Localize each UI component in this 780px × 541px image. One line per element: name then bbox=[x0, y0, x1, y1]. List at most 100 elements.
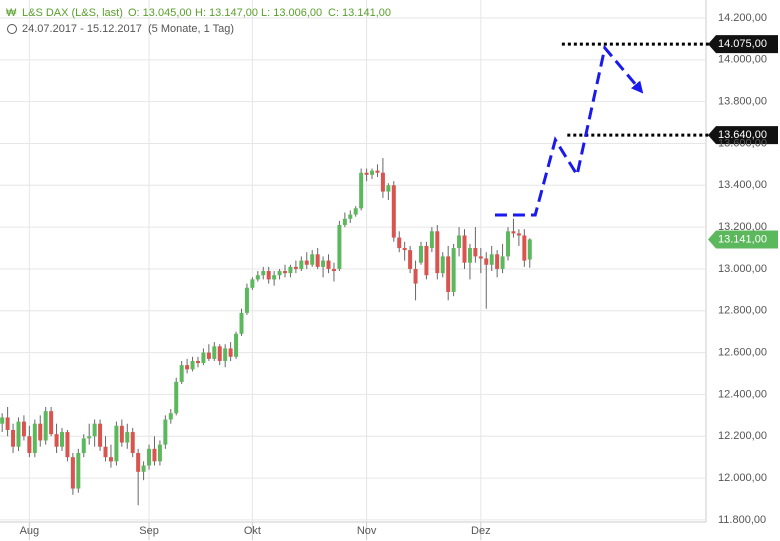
x-tick-label: Dez bbox=[471, 525, 491, 537]
candle-body bbox=[54, 434, 59, 447]
candle-body bbox=[266, 271, 271, 280]
period: 24.07.2017 - 15.12.2017 bbox=[22, 23, 142, 35]
candle-body bbox=[293, 266, 298, 269]
candle-body bbox=[114, 425, 119, 462]
candle-body bbox=[484, 258, 489, 265]
candle-body bbox=[87, 436, 92, 439]
candle-body bbox=[108, 457, 113, 462]
candle-body bbox=[70, 457, 75, 489]
candle-body bbox=[261, 271, 266, 276]
candle-body bbox=[136, 452, 141, 472]
candle-body bbox=[299, 260, 304, 269]
candle-body bbox=[163, 419, 168, 445]
y-tick-label: 13.000,00 bbox=[718, 263, 767, 275]
x-tick-label: Nov bbox=[357, 525, 377, 537]
candle-body bbox=[92, 423, 97, 437]
axis-labels: 11.800,00 12.000,00 12.200,00 12.400,00 12.6… bbox=[20, 12, 767, 537]
clock-icon bbox=[7, 24, 17, 34]
candle-body bbox=[424, 245, 429, 276]
candle-body bbox=[348, 214, 353, 219]
high-info: H: 13.147,00 bbox=[195, 7, 258, 19]
candle-body bbox=[141, 465, 146, 472]
candle-body bbox=[364, 172, 369, 175]
candle-body bbox=[353, 208, 358, 215]
candle-body bbox=[147, 448, 152, 466]
candle-body bbox=[168, 413, 173, 420]
candle-body bbox=[5, 417, 10, 430]
span: (5 Monate, 1 Tag) bbox=[148, 23, 234, 35]
candle-body bbox=[370, 170, 375, 175]
candle-body bbox=[435, 231, 440, 274]
candle-body bbox=[337, 225, 342, 269]
candle-body bbox=[179, 365, 184, 382]
candle-body bbox=[65, 432, 70, 458]
candle-body bbox=[277, 271, 282, 276]
candle-body bbox=[304, 260, 309, 265]
candle-body bbox=[234, 333, 239, 357]
forecast-line bbox=[494, 44, 644, 217]
x-tick-label: Sep bbox=[139, 525, 159, 537]
candle-body bbox=[228, 348, 233, 357]
candle-body bbox=[174, 381, 179, 414]
candle-body bbox=[429, 231, 434, 249]
candle-body bbox=[506, 231, 511, 257]
candle-body bbox=[321, 260, 326, 267]
candle-body bbox=[288, 266, 293, 274]
y-tick-label: 12.200,00 bbox=[718, 430, 767, 442]
candle-body bbox=[43, 411, 48, 441]
last-price-box bbox=[708, 230, 778, 249]
candle-body bbox=[359, 172, 364, 209]
candle-body bbox=[342, 218, 347, 226]
candle-body bbox=[11, 429, 16, 447]
candle-body bbox=[326, 260, 331, 269]
candle-body bbox=[511, 231, 516, 234]
candle-body bbox=[440, 256, 445, 274]
candle-body bbox=[375, 170, 380, 173]
candle-body bbox=[522, 235, 527, 261]
candle-body bbox=[130, 432, 135, 453]
candle-body bbox=[527, 239, 532, 260]
candle-body bbox=[212, 346, 217, 359]
candles bbox=[0, 158, 532, 506]
candle-body bbox=[516, 233, 521, 236]
candle-body bbox=[331, 268, 336, 272]
open-info: O: 13.045,00 bbox=[128, 7, 192, 19]
candle-body bbox=[157, 444, 162, 462]
low-info: L: 13.006,00 bbox=[261, 7, 322, 19]
candle-body bbox=[489, 254, 494, 265]
candle-body bbox=[473, 248, 478, 257]
candle-body bbox=[16, 421, 21, 447]
y-tick-label: 14.200,00 bbox=[718, 12, 767, 24]
candle-body bbox=[38, 423, 43, 441]
candle-body bbox=[190, 360, 195, 370]
candle-body bbox=[500, 256, 505, 269]
candle-body bbox=[60, 432, 65, 447]
y-tick-label: 11.800,00 bbox=[718, 514, 766, 526]
candle-body bbox=[125, 432, 130, 443]
candle-body bbox=[223, 348, 228, 361]
candle-body bbox=[451, 248, 456, 292]
instrument: L&S DAX (L&S, last) bbox=[22, 7, 123, 19]
level-box bbox=[708, 35, 778, 54]
y-tick-label: 14.000,00 bbox=[718, 54, 767, 66]
candle-body bbox=[21, 421, 26, 437]
y-tick-label: 13.600,00 bbox=[718, 137, 767, 149]
candle-body bbox=[478, 256, 483, 259]
candle-body bbox=[152, 448, 157, 462]
candle-body bbox=[402, 248, 407, 251]
candle-body bbox=[0, 417, 5, 424]
candle-body bbox=[413, 268, 418, 284]
candle-body bbox=[239, 312, 244, 334]
candle-body bbox=[386, 185, 391, 192]
level-label: 13.640,00 bbox=[718, 129, 767, 141]
candle-body bbox=[283, 271, 288, 274]
candle-body bbox=[446, 256, 451, 292]
candle-body bbox=[391, 185, 396, 238]
candle-body bbox=[408, 250, 413, 269]
candle-body bbox=[76, 452, 81, 489]
candle-body bbox=[244, 287, 249, 313]
candle-body bbox=[255, 275, 260, 280]
chart-icon: ₩ bbox=[6, 7, 17, 19]
candle-body bbox=[49, 411, 54, 435]
y-tick-label: 13.400,00 bbox=[718, 179, 767, 191]
